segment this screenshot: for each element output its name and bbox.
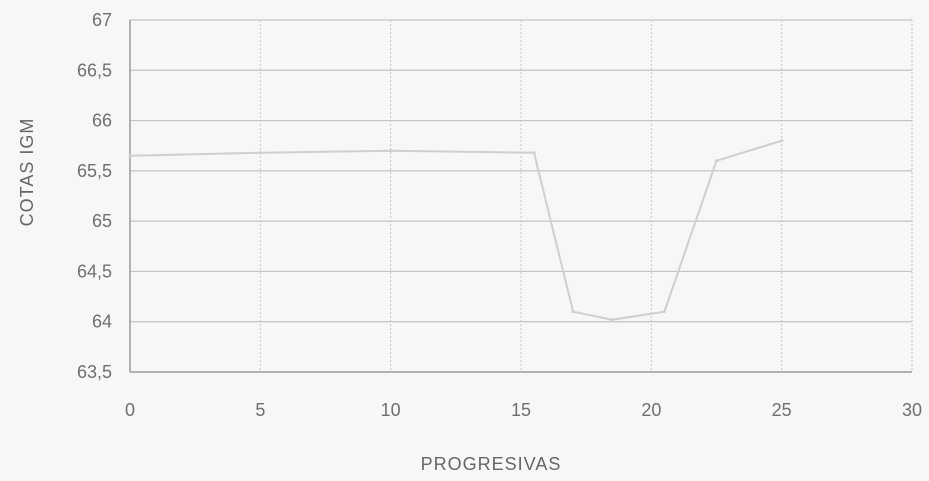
y-tick-label: 65	[92, 211, 112, 231]
y-axis-title: COTAS IGM	[17, 118, 37, 227]
y-tick-label: 66,5	[77, 60, 112, 80]
y-tick-labels: 63,5 64 64,5 65 65,5 66 66,5 67	[77, 10, 112, 382]
x-axis-title: PROGRESIVAS	[421, 454, 562, 474]
x-tick-label: 10	[381, 400, 401, 420]
y-tick-label: 63,5	[77, 362, 112, 382]
series-layer	[128, 139, 784, 322]
y-tick-label: 65,5	[77, 161, 112, 181]
data-point	[780, 139, 784, 143]
axes	[129, 20, 912, 373]
y-tick-label: 64	[92, 312, 112, 332]
x-tick-label: 0	[125, 400, 135, 420]
data-point	[662, 310, 666, 314]
x-tick-label: 30	[902, 400, 922, 420]
data-point	[128, 154, 132, 158]
y-tick-label: 66	[92, 111, 112, 131]
data-point	[714, 159, 719, 163]
x-tick-label: 20	[641, 400, 661, 420]
data-point	[571, 310, 575, 314]
data-point	[610, 318, 614, 322]
data-point	[258, 151, 262, 155]
x-tick-label: 15	[511, 400, 531, 420]
x-tick-label: 25	[772, 400, 792, 420]
y-tick-label: 64,5	[77, 261, 112, 281]
y-tick-label: 67	[92, 10, 112, 30]
x-tick-label: 5	[255, 400, 265, 420]
data-point	[532, 151, 536, 155]
x-tick-labels: 0 5 10 15 20 25 30	[125, 400, 922, 420]
data-point	[389, 149, 393, 153]
